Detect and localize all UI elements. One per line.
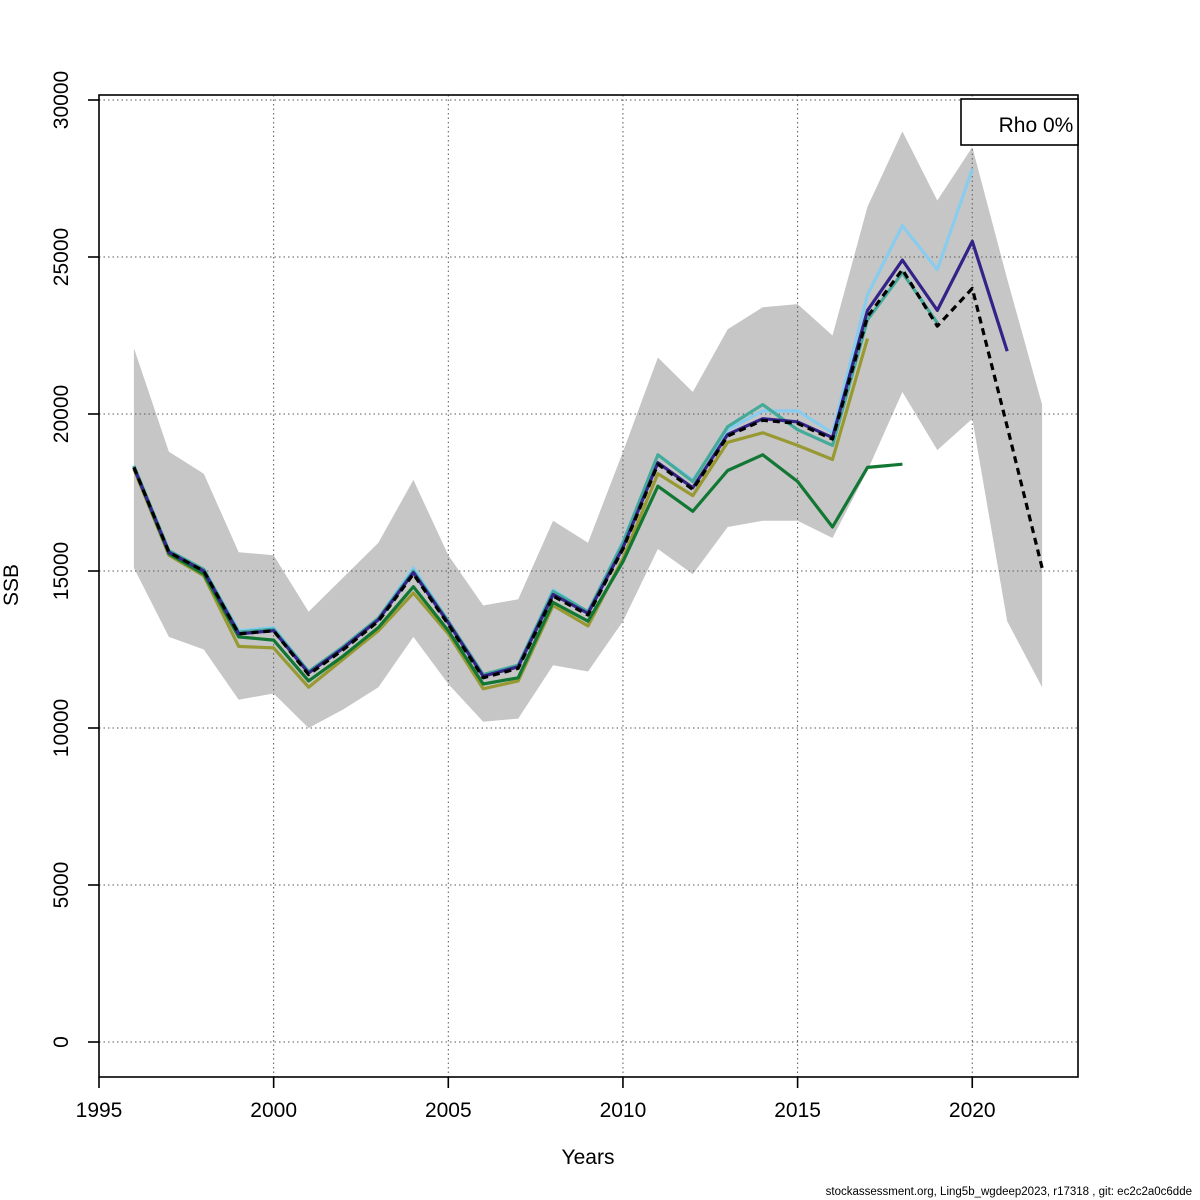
axis-tick-layer: [88, 99, 974, 1088]
plot-border: [98, 94, 1079, 1078]
base-run-line: [132, 268, 1044, 680]
footer-text: stockassessment.org, Ling5b_wgdeep2023, …: [826, 1186, 1192, 1198]
y-tick-label-25000: 25000: [50, 228, 73, 286]
legend-label: Rho 0%: [999, 114, 1074, 137]
x-tick-label-2000: 2000: [250, 1099, 297, 1122]
series-layer: [132, 168, 1044, 691]
legend: Rho 0%: [960, 98, 1079, 146]
y-tick-label-30000: 30000: [50, 71, 73, 129]
y-tick-label-0: 0: [50, 1036, 73, 1048]
retro-peel-2017-line: [132, 338, 870, 691]
x-tick-label-layer: 1995 2000 2005 2010 2015 2020: [76, 1099, 996, 1122]
y-tick-label-10000: 10000: [50, 699, 73, 757]
x-axis-title: Years: [562, 1146, 615, 1169]
y-tick-label-5000: 5000: [50, 862, 73, 909]
retro-peel-2018-line: [132, 453, 903, 686]
x-tick-label-2005: 2005: [425, 1099, 472, 1122]
y-axis-title: SSB: [0, 564, 23, 606]
y-tick-label-layer: 0 5000 10000 15000 20000 25000 30000: [50, 71, 73, 1048]
legend-box: [960, 98, 1079, 146]
x-tick-label-2015: 2015: [774, 1099, 821, 1122]
x-tick-label-1995: 1995: [76, 1099, 123, 1122]
y-tick-label-20000: 20000: [50, 385, 73, 443]
y-tick-label-15000: 15000: [50, 542, 73, 600]
confidence-band: [133, 131, 1043, 728]
x-tick-label-2010: 2010: [600, 1099, 647, 1122]
gridline-layer: [98, 95, 1078, 1077]
x-tick-label-2020: 2020: [949, 1099, 996, 1122]
confidence-band-layer: [133, 131, 1043, 728]
